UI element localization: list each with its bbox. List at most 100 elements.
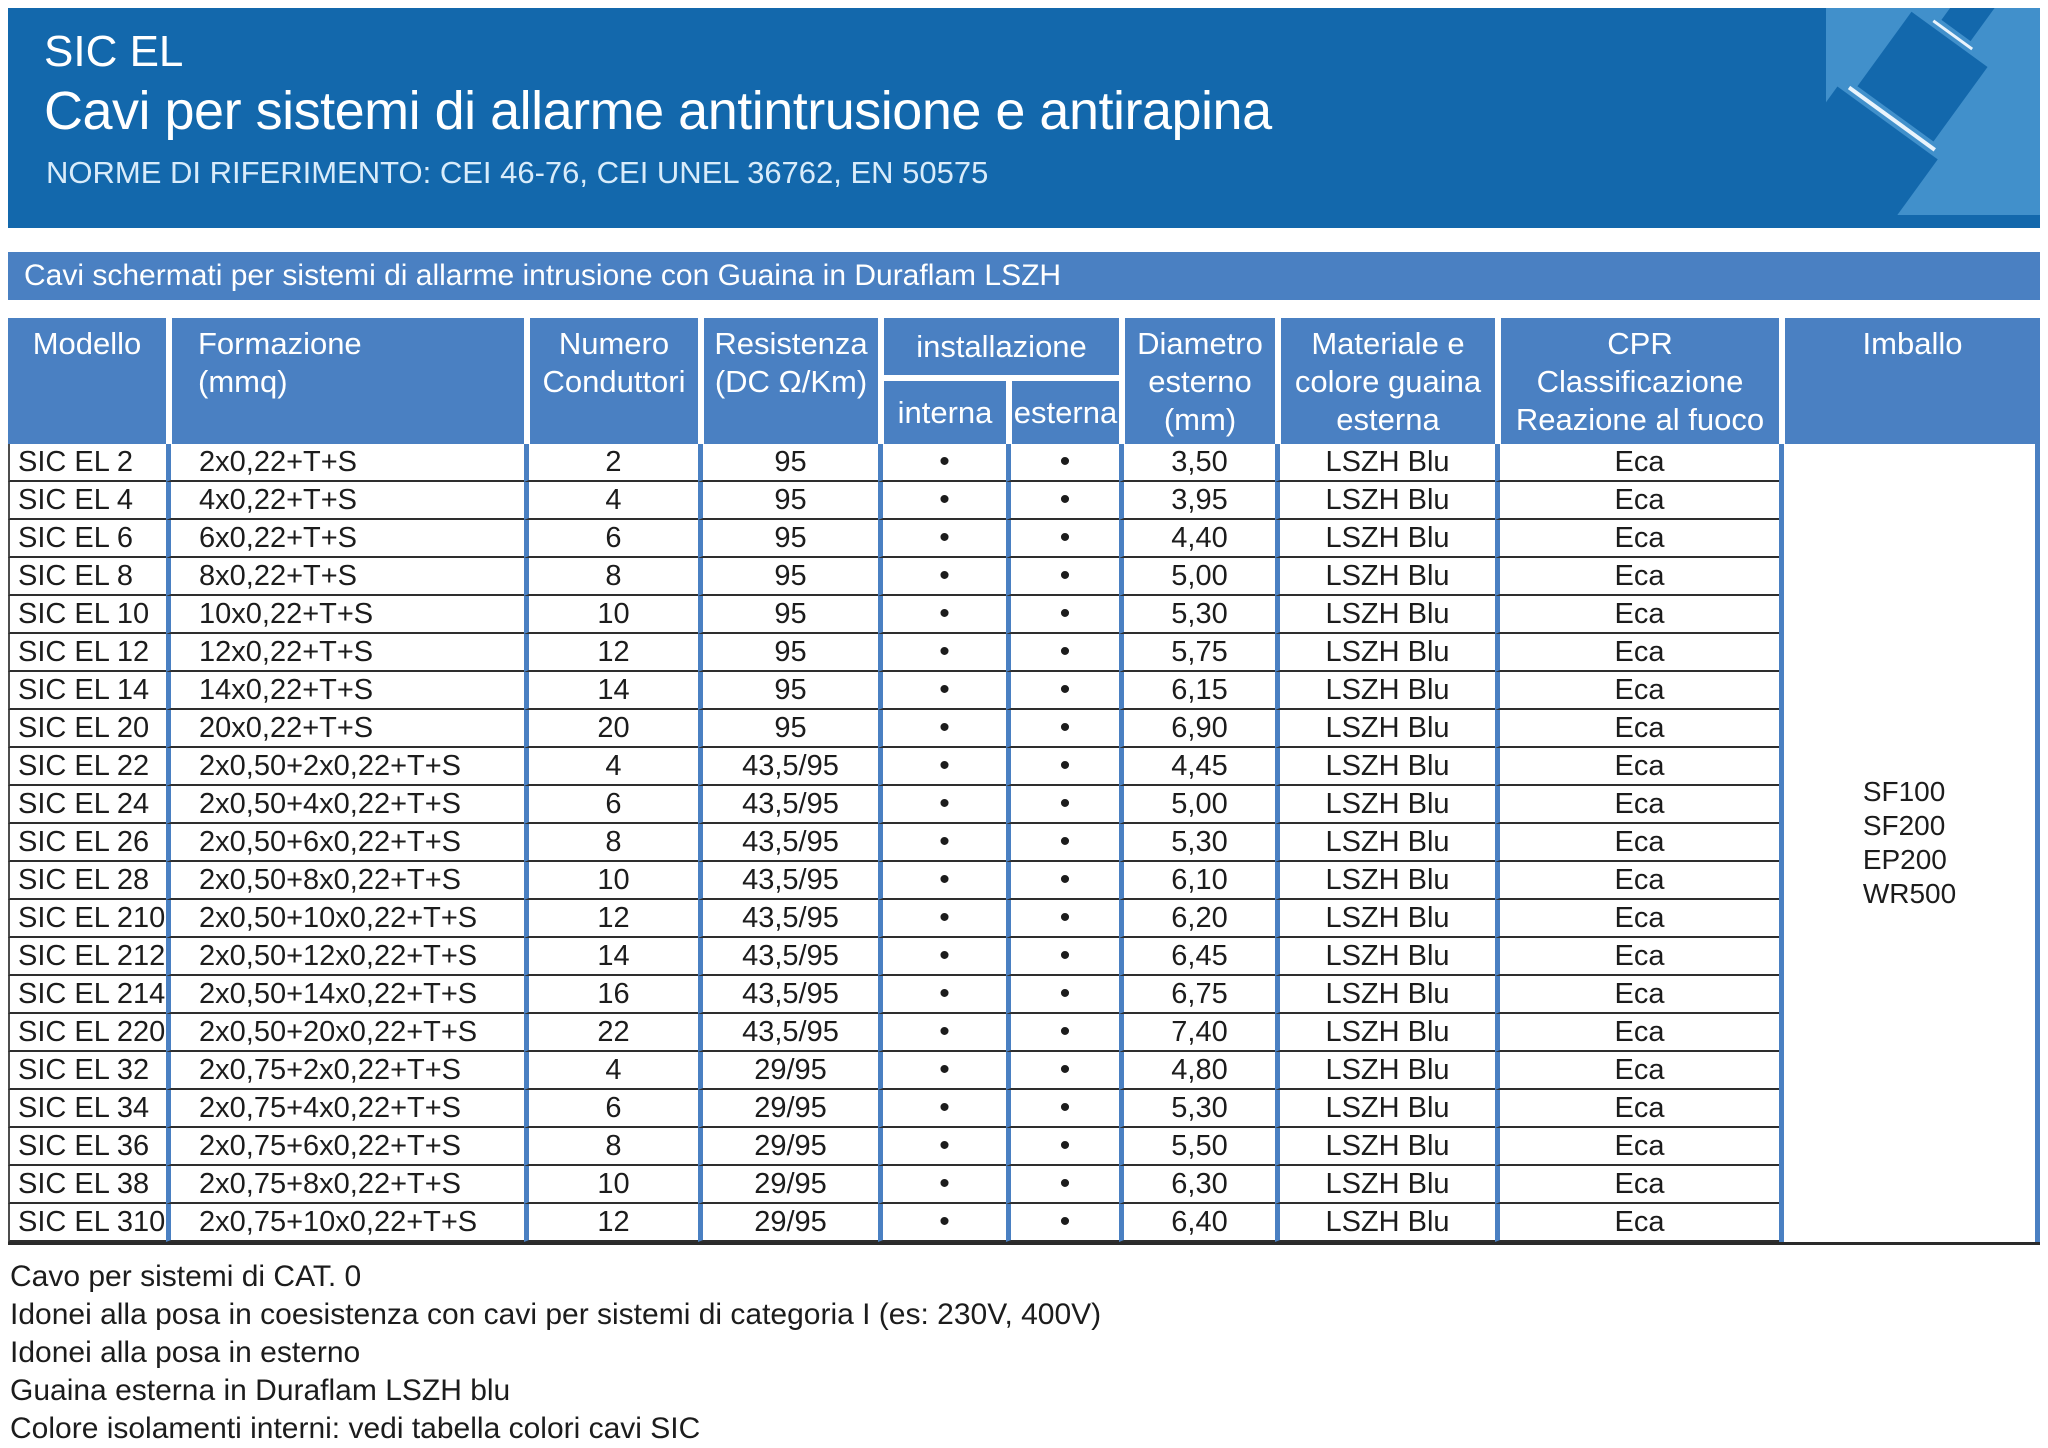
cell-formazione: 2x0,75+6x0,22+T+S <box>166 1128 524 1166</box>
cell-resistenza: 95 <box>698 672 878 710</box>
cell-resistenza: 43,5/95 <box>698 862 878 900</box>
cell-installazione-interna: • <box>878 558 1006 596</box>
cell-numero-conduttori: 20 <box>524 710 698 748</box>
cell-formazione: 2x0,50+8x0,22+T+S <box>166 862 524 900</box>
cell-diametro: 5,30 <box>1119 596 1275 634</box>
cell-cpr: Eca <box>1495 786 1779 824</box>
cell-installazione-interna: • <box>878 634 1006 672</box>
cell-installazione-interna: • <box>878 900 1006 938</box>
cell-installazione-esterna: • <box>1006 482 1119 520</box>
cell-cpr: Eca <box>1495 1014 1779 1052</box>
cell-installazione-esterna: • <box>1006 520 1119 558</box>
cell-diametro: 6,45 <box>1119 938 1275 976</box>
cell-diametro: 5,00 <box>1119 558 1275 596</box>
cell-cpr: Eca <box>1495 862 1779 900</box>
cell-guaina: LSZH Blu <box>1275 1052 1495 1090</box>
cell-formazione: 2x0,75+2x0,22+T+S <box>166 1052 524 1090</box>
cell-formazione: 20x0,22+T+S <box>166 710 524 748</box>
section-bar-text: Cavi schermati per sistemi di allarme in… <box>24 259 1062 292</box>
cell-cpr: Eca <box>1495 520 1779 558</box>
col-header-diametro: Diametro esterno (mm) <box>1119 318 1275 444</box>
cell-modello: SIC EL 2 <box>8 444 166 482</box>
cell-guaina: LSZH Blu <box>1275 824 1495 862</box>
cell-installazione-interna: • <box>878 786 1006 824</box>
cell-resistenza: 43,5/95 <box>698 748 878 786</box>
cell-installazione-esterna: • <box>1006 862 1119 900</box>
cell-modello: SIC EL 38 <box>8 1166 166 1204</box>
cell-guaina: LSZH Blu <box>1275 558 1495 596</box>
col-header-installazione-group: installazione interna esterna <box>878 318 1119 444</box>
cell-modello: SIC EL 10 <box>8 596 166 634</box>
cell-installazione-esterna: • <box>1006 672 1119 710</box>
corner-tile <box>1826 8 2040 215</box>
cell-modello: SIC EL 22 <box>8 748 166 786</box>
cell-modello: SIC EL 210 <box>8 900 166 938</box>
cell-diametro: 5,00 <box>1119 786 1275 824</box>
cell-imballo-merged: SF100 SF200 EP200 WR500 <box>1779 444 2040 1242</box>
cell-cpr: Eca <box>1495 482 1779 520</box>
cell-cpr: Eca <box>1495 634 1779 672</box>
cell-formazione: 2x0,50+4x0,22+T+S <box>166 786 524 824</box>
col-header-imballo: Imballo <box>1779 318 2040 444</box>
cell-installazione-interna: • <box>878 976 1006 1014</box>
cell-resistenza: 29/95 <box>698 1166 878 1204</box>
cell-installazione-esterna: • <box>1006 444 1119 482</box>
cell-formazione: 2x0,75+10x0,22+T+S <box>166 1204 524 1242</box>
footnote-line: Cavo per sistemi di CAT. 0 <box>10 1260 362 1293</box>
cell-cpr: Eca <box>1495 900 1779 938</box>
cell-cpr: Eca <box>1495 1128 1779 1166</box>
cell-formazione: 4x0,22+T+S <box>166 482 524 520</box>
cell-resistenza: 95 <box>698 596 878 634</box>
cell-cpr: Eca <box>1495 1090 1779 1128</box>
cell-installazione-interna: • <box>878 1090 1006 1128</box>
cell-guaina: LSZH Blu <box>1275 1128 1495 1166</box>
cell-diametro: 6,15 <box>1119 672 1275 710</box>
cell-guaina: LSZH Blu <box>1275 710 1495 748</box>
cell-formazione: 2x0,50+2x0,22+T+S <box>166 748 524 786</box>
cell-installazione-interna: • <box>878 1014 1006 1052</box>
col-header-materiale: Materiale e colore guaina esterna <box>1275 318 1495 444</box>
cell-installazione-esterna: • <box>1006 976 1119 1014</box>
cell-installazione-interna: • <box>878 1128 1006 1166</box>
cell-numero-conduttori: 14 <box>524 938 698 976</box>
cell-numero-conduttori: 10 <box>524 862 698 900</box>
cell-guaina: LSZH Blu <box>1275 786 1495 824</box>
cell-installazione-esterna: • <box>1006 938 1119 976</box>
cell-diametro: 7,40 <box>1119 1014 1275 1052</box>
cell-numero-conduttori: 8 <box>524 558 698 596</box>
cell-diametro: 4,40 <box>1119 520 1275 558</box>
section-bar: Cavi schermati per sistemi di allarme in… <box>8 252 2040 300</box>
cell-guaina: LSZH Blu <box>1275 1090 1495 1128</box>
cell-installazione-esterna: • <box>1006 634 1119 672</box>
cell-diametro: 5,75 <box>1119 634 1275 672</box>
cell-guaina: LSZH Blu <box>1275 482 1495 520</box>
cell-installazione-interna: • <box>878 1204 1006 1242</box>
cell-installazione-interna: • <box>878 1166 1006 1204</box>
cell-numero-conduttori: 2 <box>524 444 698 482</box>
cell-cpr: Eca <box>1495 710 1779 748</box>
cell-formazione: 8x0,22+T+S <box>166 558 524 596</box>
cell-cpr: Eca <box>1495 596 1779 634</box>
cell-formazione: 12x0,22+T+S <box>166 634 524 672</box>
cell-modello: SIC EL 28 <box>8 862 166 900</box>
cell-diametro: 3,50 <box>1119 444 1275 482</box>
cell-formazione: 2x0,75+4x0,22+T+S <box>166 1090 524 1128</box>
cell-formazione: 2x0,75+8x0,22+T+S <box>166 1166 524 1204</box>
cell-formazione: 2x0,50+14x0,22+T+S <box>166 976 524 1014</box>
cell-guaina: LSZH Blu <box>1275 1166 1495 1204</box>
cell-installazione-esterna: • <box>1006 710 1119 748</box>
cell-guaina: LSZH Blu <box>1275 976 1495 1014</box>
cell-diametro: 4,45 <box>1119 748 1275 786</box>
cell-installazione-interna: • <box>878 748 1006 786</box>
cell-modello: SIC EL 6 <box>8 520 166 558</box>
page-subtitle: Cavi per sistemi di allarme antintrusion… <box>44 81 1272 141</box>
cell-installazione-interna: • <box>878 596 1006 634</box>
cell-numero-conduttori: 14 <box>524 672 698 710</box>
cell-installazione-interna: • <box>878 938 1006 976</box>
cell-guaina: LSZH Blu <box>1275 1014 1495 1052</box>
cell-numero-conduttori: 10 <box>524 1166 698 1204</box>
cell-numero-conduttori: 16 <box>524 976 698 1014</box>
cell-diametro: 6,20 <box>1119 900 1275 938</box>
cell-modello: SIC EL 14 <box>8 672 166 710</box>
cell-guaina: LSZH Blu <box>1275 862 1495 900</box>
